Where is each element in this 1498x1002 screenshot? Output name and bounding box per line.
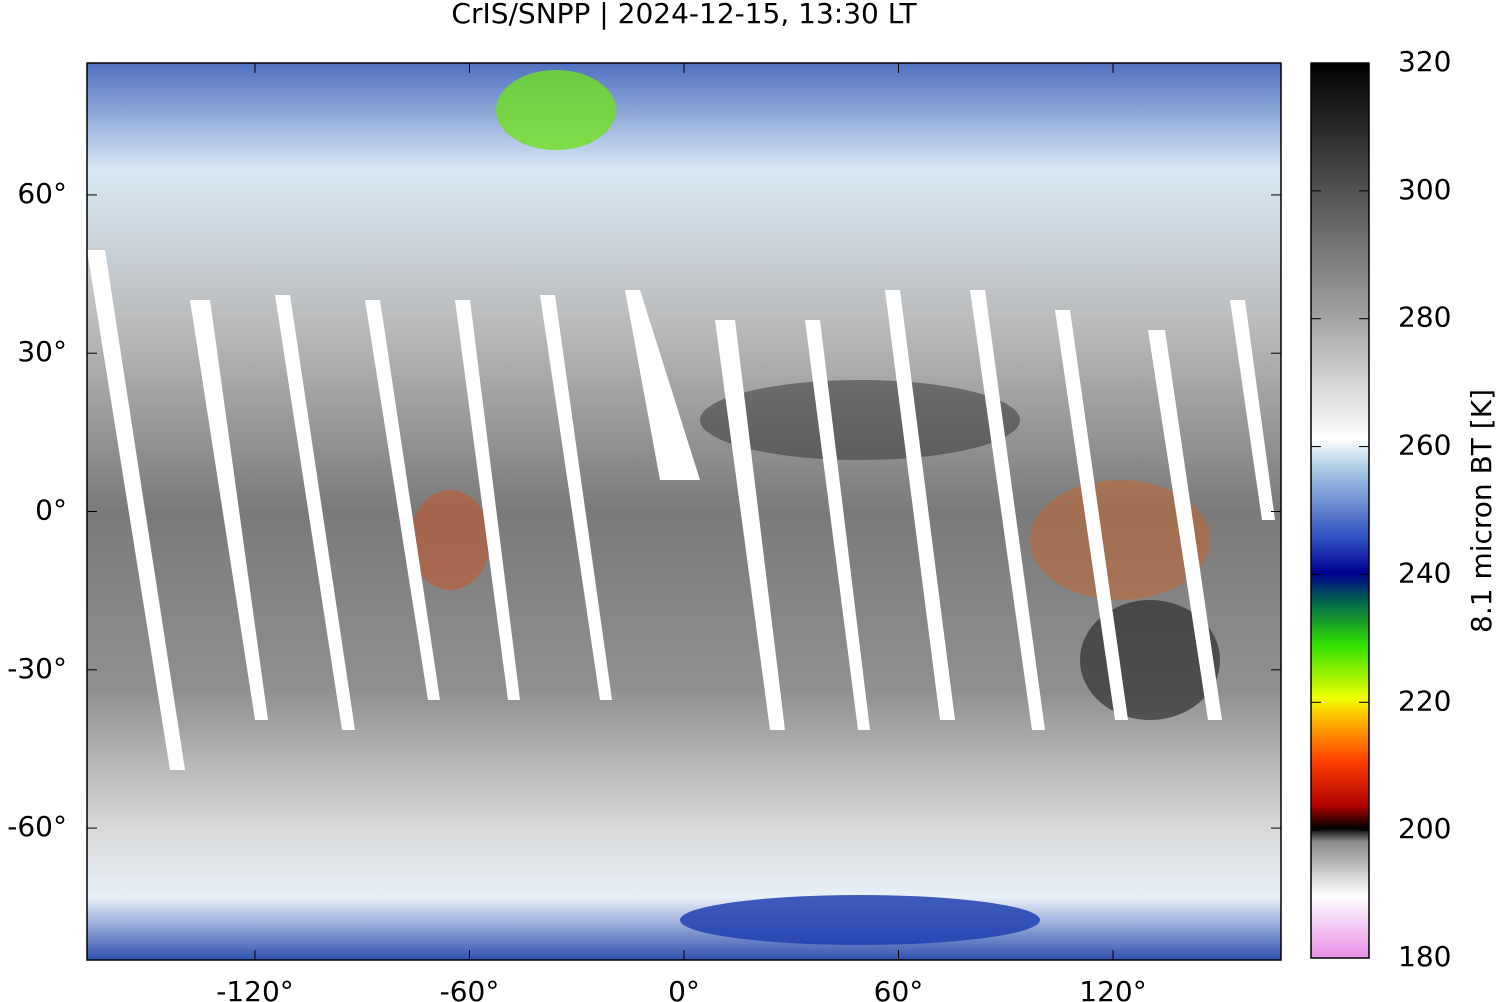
colorbar-tick-label: 220 [1398, 684, 1451, 717]
colorbar-tick-label: 240 [1398, 556, 1451, 589]
map-image [87, 63, 1281, 960]
colorbar-tick-label: 260 [1398, 429, 1451, 462]
colorbar-tick-label: 320 [1398, 45, 1451, 78]
colorbar-tick-label: 280 [1398, 301, 1451, 334]
y-tick-label: -60° [7, 810, 67, 843]
x-tick-label: 120° [1079, 975, 1146, 1002]
y-tick-label: 60° [17, 177, 67, 210]
colorbar [1310, 62, 1370, 959]
colorbar-tick-label: 200 [1398, 812, 1451, 845]
colorbar-label: 8.1 micron BT [K] [1465, 389, 1498, 633]
x-tick-label: -60° [440, 975, 500, 1002]
colorbar-tick-label: 180 [1398, 940, 1451, 973]
colorbar-tick-label: 300 [1398, 173, 1451, 206]
y-tick-label: 30° [17, 335, 67, 368]
x-tick-label: -120° [216, 975, 294, 1002]
y-tick-label: -30° [7, 652, 67, 685]
y-tick-label: 0° [35, 494, 67, 527]
x-tick-label: 60° [874, 975, 924, 1002]
title: CrIS/SNPP | 2024-12-15, 13:30 LT [451, 0, 917, 30]
x-tick-label: 0° [668, 975, 700, 1002]
